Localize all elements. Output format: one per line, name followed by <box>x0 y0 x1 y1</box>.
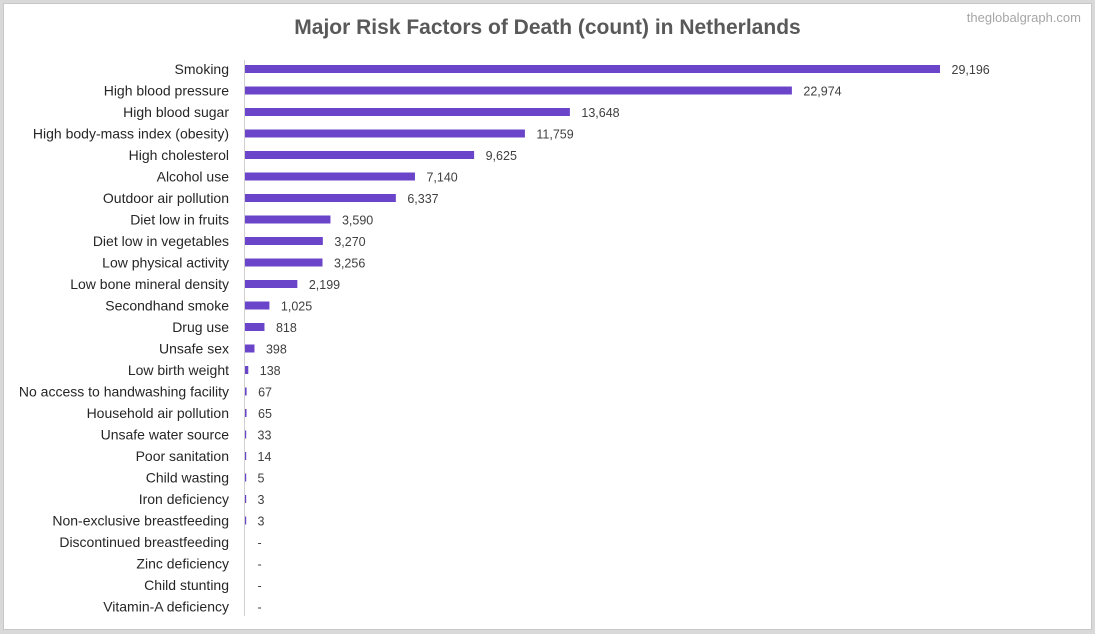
bar <box>245 409 247 417</box>
category-label: Unsafe water source <box>101 427 230 443</box>
value-label: 6,337 <box>407 192 438 206</box>
bar <box>245 280 298 288</box>
value-label: 22,974 <box>803 85 841 99</box>
category-label: Low physical activity <box>102 255 229 271</box>
bar <box>245 387 247 396</box>
category-label: High blood pressure <box>104 83 230 99</box>
category-label: Zinc deficiency <box>136 556 229 572</box>
category-label: Poor sanitation <box>136 448 229 464</box>
category-label: High blood sugar <box>123 104 229 120</box>
bar <box>245 366 249 374</box>
category-label: Discontinued breastfeeding <box>59 534 229 550</box>
bar <box>245 194 396 202</box>
category-label: Iron deficiency <box>139 491 229 507</box>
category-label: Secondhand smoke <box>105 298 229 314</box>
watermark: theglobalgraph.com <box>966 10 1081 25</box>
value-label: 7,140 <box>426 171 457 185</box>
bar <box>245 108 570 116</box>
value-label: 5 <box>258 472 265 486</box>
category-label: Child wasting <box>146 470 229 486</box>
value-label: 818 <box>276 321 297 335</box>
bar <box>245 452 247 460</box>
value-label: 398 <box>266 343 287 357</box>
category-label: Smoking <box>175 61 229 77</box>
bar <box>245 516 247 525</box>
category-label: Household air pollution <box>87 405 229 421</box>
bar <box>245 172 415 181</box>
category-label: Low bone mineral density <box>70 276 229 292</box>
value-label: 2,199 <box>309 278 340 292</box>
value-label: 14 <box>258 450 272 464</box>
chart-title: Major Risk Factors of Death (count) in N… <box>294 16 801 39</box>
value-label: 9,625 <box>486 149 517 163</box>
bar <box>245 323 265 331</box>
value-label: 33 <box>258 429 272 443</box>
bar <box>245 430 247 439</box>
bar <box>245 151 475 159</box>
value-label: 3,270 <box>334 235 365 249</box>
bar <box>245 65 940 73</box>
bar-chart: Smoking 29,196 High blood pressure 22,974 Hi… <box>19 60 990 616</box>
bar <box>245 215 331 224</box>
category-label: Diet low in fruits <box>130 212 229 228</box>
category-label: Unsafe sex <box>159 341 229 357</box>
value-label: 13,648 <box>581 106 619 120</box>
value-label: 3 <box>258 493 265 507</box>
category-label: High cholesterol <box>129 147 229 163</box>
value-label: 65 <box>258 407 272 421</box>
value-label: 3 <box>258 515 265 529</box>
value-label: 138 <box>260 364 281 378</box>
bar <box>245 237 323 245</box>
bar <box>245 129 525 138</box>
category-label: Alcohol use <box>157 169 230 185</box>
category-label: Non-exclusive breastfeeding <box>52 513 229 529</box>
value-label: 11,759 <box>536 128 573 142</box>
bar <box>245 86 792 95</box>
category-label: Low birth weight <box>128 362 229 378</box>
bar <box>245 344 255 353</box>
bar <box>245 473 247 482</box>
category-label: No access to handwashing facility <box>19 384 229 400</box>
value-label: - <box>258 601 262 615</box>
value-label: 1,025 <box>281 300 312 314</box>
value-label: - <box>258 536 262 550</box>
chart-frame: theglobalgraph.com Major Risk Factors of… <box>3 3 1092 630</box>
value-label: 3,256 <box>334 257 365 271</box>
category-label: Child stunting <box>144 577 229 593</box>
value-label: 67 <box>258 386 272 400</box>
category-label: Diet low in vegetables <box>93 233 229 249</box>
category-label: Outdoor air pollution <box>103 190 229 206</box>
value-label: 3,590 <box>342 214 373 228</box>
bar <box>245 301 270 310</box>
value-label: - <box>258 558 262 572</box>
category-label: Vitamin-A deficiency <box>103 599 229 615</box>
value-label: 29,196 <box>952 63 990 77</box>
category-label: Drug use <box>172 319 229 335</box>
value-label: - <box>258 579 262 593</box>
bar <box>245 258 323 267</box>
category-label: High body-mass index (obesity) <box>33 126 229 142</box>
bar <box>245 495 247 503</box>
